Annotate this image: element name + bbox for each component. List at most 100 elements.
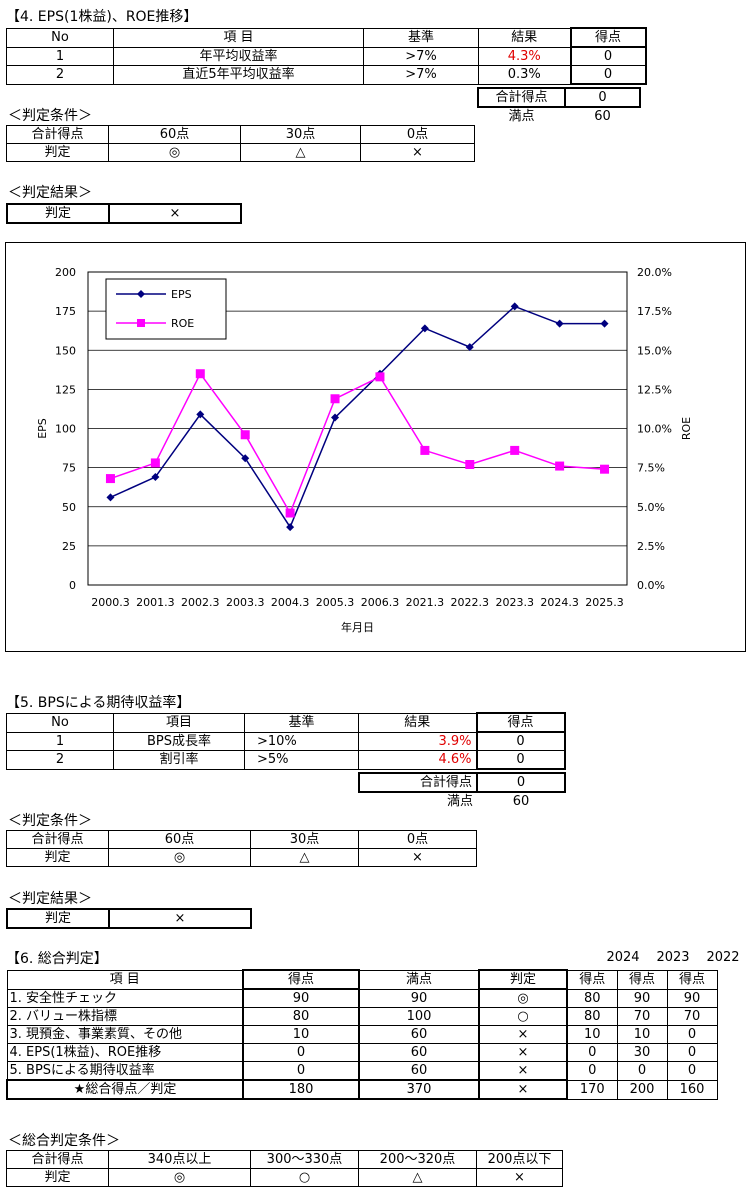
legend-eps-label: EPS bbox=[171, 288, 192, 301]
x-tick-label: 2023.3 bbox=[495, 596, 534, 609]
criteria-cell: 200〜320点 bbox=[358, 1150, 477, 1169]
y2-tick-label: 15.0% bbox=[637, 344, 672, 357]
roe-point bbox=[285, 508, 295, 518]
row-score: 0 bbox=[475, 731, 566, 751]
criteria-cell: 合計得点 bbox=[6, 1150, 109, 1169]
table-header-row: No 項 目 基準 結果 得点 bbox=[6, 27, 647, 48]
row-2022: 0 bbox=[666, 1025, 718, 1044]
full-score-value: 60 bbox=[594, 109, 611, 124]
eps-point bbox=[241, 454, 250, 463]
table-row: 1 年平均収益率 >7% 4.3% 0 bbox=[6, 46, 647, 66]
header-criterion: 基準 bbox=[244, 712, 359, 733]
overall-criteria-title: ＜総合判定条件＞ bbox=[8, 1133, 120, 1149]
y-tick-label: 125 bbox=[55, 383, 76, 396]
row-result: 3.9% bbox=[358, 731, 477, 751]
table-row: 3. 現預金、事業素質、その他 10 60 × 10 10 0 bbox=[6, 1025, 718, 1044]
eps-point bbox=[331, 413, 340, 422]
header-no: No bbox=[6, 712, 114, 733]
criteria-cell: 合計得点 bbox=[6, 830, 109, 849]
criteria-cell: ○ bbox=[250, 1168, 359, 1187]
y2-tick-label: 0.0% bbox=[637, 579, 665, 592]
y2-tick-label: 2.5% bbox=[637, 540, 665, 553]
row-result: 0.3% bbox=[478, 65, 571, 85]
total-label: ★総合得点／判定 bbox=[6, 1079, 244, 1100]
row-2023: 70 bbox=[616, 1007, 668, 1026]
eps-point bbox=[600, 319, 609, 328]
eps-point bbox=[465, 343, 474, 352]
roe-point bbox=[510, 445, 520, 455]
table-row: 4. EPS(1株益)、ROE推移 0 60 × 0 30 0 bbox=[6, 1043, 718, 1062]
criteria-cell: ◎ bbox=[108, 1168, 251, 1187]
total-score-table: 合計得点 0 満点 60 bbox=[477, 87, 641, 125]
criteria-cell: × bbox=[360, 143, 475, 162]
header-score: 得点 bbox=[242, 969, 360, 990]
result-title: ＜判定結果＞ bbox=[8, 185, 92, 201]
roe-point bbox=[195, 369, 205, 379]
year-2024: 2024 bbox=[606, 950, 640, 965]
criteria-cell: × bbox=[358, 848, 477, 867]
total-score-label: 合計得点 bbox=[477, 87, 566, 108]
header-full: 満点 bbox=[358, 969, 480, 990]
x-tick-label: 2006.3 bbox=[361, 596, 400, 609]
criteria-cell: 60点 bbox=[108, 125, 241, 144]
y2-tick-label: 17.5% bbox=[637, 305, 672, 318]
y2-tick-label: 12.5% bbox=[637, 383, 672, 396]
row-result: 4.6% bbox=[358, 750, 477, 770]
x-tick-label: 2025.3 bbox=[585, 596, 624, 609]
row-judgement: ○ bbox=[478, 1007, 568, 1026]
series-line-eps bbox=[110, 305, 605, 529]
section4-title: 【4. EPS(1株益)、ROE推移】 bbox=[6, 9, 198, 25]
total-2022: 160 bbox=[666, 1079, 718, 1100]
row-2023: 30 bbox=[616, 1043, 668, 1062]
x-tick-label: 2005.3 bbox=[316, 596, 355, 609]
roe-point bbox=[150, 458, 160, 468]
criteria-cell: 判定 bbox=[6, 1168, 109, 1187]
total-row: ★総合得点／判定 180 370 × 170 200 160 bbox=[6, 1079, 718, 1100]
summary-table: 項 目 得点 満点 判定 得点 得点 得点 1. 安全性チェック 90 90 ◎… bbox=[6, 969, 718, 1100]
total-full: 370 bbox=[358, 1079, 480, 1100]
row-item: 割引率 bbox=[113, 750, 245, 770]
total-score-value: 0 bbox=[564, 87, 641, 108]
criteria-cell: △ bbox=[358, 1168, 477, 1187]
criteria-table: 合計得点 60点 30点 0点 判定 ◎ △ × bbox=[6, 125, 475, 162]
row-criterion: >5% bbox=[244, 750, 359, 770]
header-score-2024: 得点 bbox=[566, 969, 618, 990]
year-2022: 2022 bbox=[706, 950, 740, 965]
header-score-2022: 得点 bbox=[666, 969, 718, 990]
row-2024: 80 bbox=[566, 988, 618, 1008]
row-no: 1 bbox=[6, 46, 114, 66]
header-score: 得点 bbox=[569, 27, 647, 48]
eps-roe-chart: 0 25 50 75 100 125 150 175 200 0.0% 2.5% 5.0% 7.5% 1… bbox=[5, 242, 746, 652]
y-tick-label: 0 bbox=[69, 579, 76, 592]
section5-title: 【5. BPSによる期待収益率】 bbox=[6, 695, 191, 711]
criteria-cell: 0点 bbox=[358, 830, 477, 849]
eps-roe-table: No 項 目 基準 結果 得点 1 年平均収益率 >7% 4.3% 0 2 直近… bbox=[6, 27, 647, 85]
roe-point bbox=[465, 459, 475, 469]
section6-title: 【6. 総合判定】 bbox=[6, 951, 108, 967]
y-tick-label: 75 bbox=[62, 462, 76, 475]
row-2023: 0 bbox=[616, 1061, 668, 1081]
row-item: 5. BPSによる期待収益率 bbox=[6, 1061, 244, 1081]
criteria-cell: 300〜330点 bbox=[250, 1150, 359, 1169]
eps-point bbox=[196, 410, 205, 419]
roe-point bbox=[105, 474, 115, 484]
plot-area bbox=[87, 271, 628, 586]
row-item: 4. EPS(1株益)、ROE推移 bbox=[6, 1043, 244, 1062]
row-2024: 0 bbox=[566, 1043, 618, 1062]
y-axis-label: EPS bbox=[36, 418, 49, 439]
total-2024: 170 bbox=[566, 1079, 618, 1100]
total-score-value: 0 bbox=[476, 772, 566, 793]
x-tick-label: 2000.3 bbox=[91, 596, 130, 609]
result-table: 判定 × bbox=[6, 908, 252, 929]
criteria-cell: 判定 bbox=[6, 848, 109, 867]
row-item: 年平均収益率 bbox=[113, 46, 364, 66]
full-score-label: 満点 bbox=[508, 109, 535, 124]
overall-criteria-table: 合計得点 340点以上 300〜330点 200〜320点 200点以下 判定 … bbox=[6, 1150, 563, 1187]
total-2023: 200 bbox=[616, 1079, 668, 1100]
legend-box bbox=[105, 278, 227, 340]
result-table: 判定 × bbox=[6, 203, 242, 224]
roe-point bbox=[375, 372, 385, 382]
criteria-cell: 340点以上 bbox=[108, 1150, 251, 1169]
row-criterion: >7% bbox=[363, 46, 479, 66]
result-label: 判定 bbox=[6, 908, 110, 929]
